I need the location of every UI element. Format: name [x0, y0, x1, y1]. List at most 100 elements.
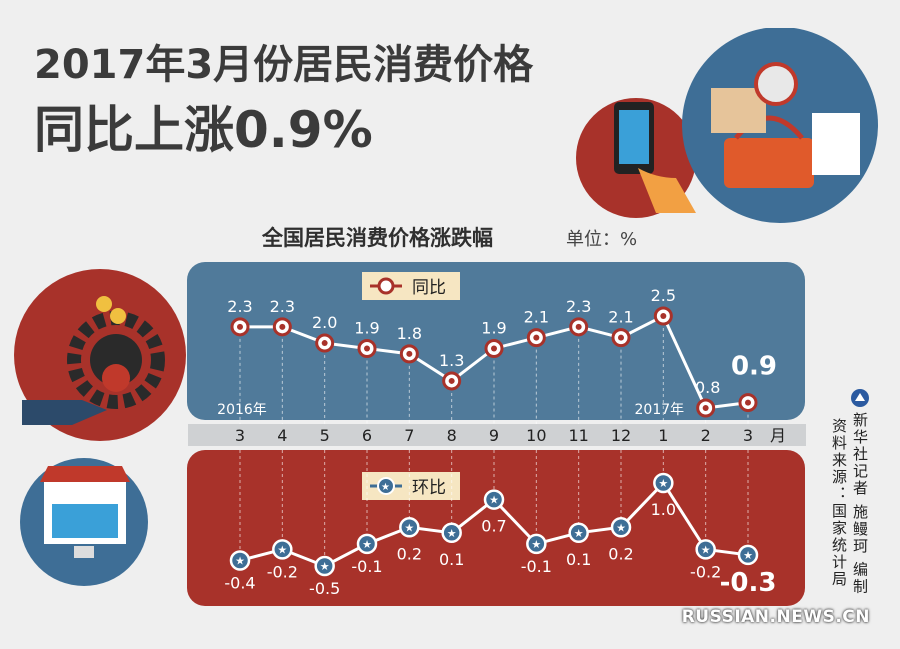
mom-point-star-icon: ★: [616, 521, 626, 534]
month-tick-label: 1: [658, 426, 668, 445]
side-illustrations: [14, 269, 186, 586]
bag-icon: [812, 113, 860, 175]
yoy-value-label: 1.8: [397, 324, 422, 343]
yoy-value-label: 2.1: [608, 308, 633, 327]
yoy-value-label: 0.9: [731, 352, 777, 382]
shopping-illustration: [576, 28, 878, 223]
month-tick-label: 9: [489, 426, 499, 445]
unit-label: 单位：%: [566, 229, 638, 250]
month-axis: [188, 424, 806, 446]
box-icon: [711, 88, 766, 133]
month-tick-label: 3: [743, 426, 753, 445]
basket-icon: [724, 138, 814, 188]
month-tick-label: 5: [320, 426, 330, 445]
mom-point: [229, 550, 251, 571]
mom-point-star-icon: ★: [404, 521, 414, 534]
mom-point-star-icon: ★: [574, 527, 584, 540]
mom-point: [399, 517, 420, 538]
yoy-value-label: 2.3: [227, 297, 252, 316]
mom-value-label: 0.2: [608, 544, 633, 563]
mom-point-star-icon: ★: [489, 494, 499, 507]
legend-yoy-label: 同比: [412, 278, 446, 298]
yoy-point-core: [660, 313, 667, 319]
svg-text:★: ★: [381, 482, 390, 493]
headline-line1: 2017年3月份居民消费价格: [34, 42, 534, 88]
month-unit-label: 月: [770, 426, 786, 445]
yoy-point-core: [321, 340, 328, 347]
headline-line2: 同比上涨0.9%: [34, 101, 373, 159]
yoy-point-core: [575, 323, 582, 330]
mom-point: [441, 522, 462, 544]
yoy-point-core: [745, 399, 751, 406]
mom-value-label: 0.1: [566, 550, 591, 569]
mom-point: [653, 472, 674, 494]
mom-point: [610, 517, 632, 538]
legend-mom-marker: [377, 477, 395, 495]
yoy-year-label: 2017年: [635, 402, 685, 418]
wallet-icon: [754, 62, 798, 106]
mom-point: [483, 489, 505, 510]
legend-mom-label: 环比: [412, 478, 446, 498]
yoy-point-core: [448, 377, 455, 384]
mom-point-star-icon: ★: [277, 543, 287, 556]
mom-point: [314, 555, 335, 577]
month-tick-label: 6: [362, 426, 372, 445]
mom-value-label: -0.1: [351, 557, 382, 576]
hand-icon: [22, 400, 107, 425]
mom-value-label: 0.7: [481, 517, 506, 536]
mom-point-star-icon: ★: [235, 554, 245, 567]
month-tick-label: 3: [235, 426, 245, 445]
credit-source: 资料来源：国家统计局: [830, 418, 848, 588]
mom-point-star-icon: ★: [531, 538, 541, 551]
chart-title: 全国居民消费价格涨跌幅: [262, 226, 493, 250]
mom-value-label: -0.3: [720, 568, 777, 598]
mom-point: [695, 539, 716, 560]
xinhua-logo-icon: [850, 388, 870, 412]
credit-agency: 新华社记者 施鳗珂 编制: [851, 412, 869, 596]
mom-value-label: -0.5: [309, 579, 340, 598]
mom-value-label: 0.2: [397, 544, 422, 563]
mom-value-label: -0.2: [267, 562, 298, 581]
mom-point: [272, 539, 293, 560]
mom-value-label: -0.4: [224, 573, 255, 592]
mom-value-label: 1.0: [651, 500, 676, 519]
mom-point: [526, 533, 547, 555]
yoy-value-label: 2.3: [566, 297, 591, 316]
yoy-value-label: 1.9: [481, 318, 506, 337]
awning-icon: [40, 466, 130, 482]
coin-icon: [96, 296, 112, 312]
legend-yoy: 同比: [362, 272, 460, 300]
mom-value-label: 0.1: [439, 550, 464, 569]
yoy-value-label: 2.5: [651, 286, 676, 305]
mom-panel: [187, 450, 805, 606]
yoy-point-core: [237, 323, 243, 330]
yoy-point-core: [702, 405, 709, 411]
month-tick-label: 4: [277, 426, 287, 445]
hand-icon: [638, 168, 696, 213]
mom-point-star-icon: ★: [362, 538, 372, 551]
mom-point-star-icon: ★: [701, 543, 711, 556]
month-tick-label: 8: [447, 426, 457, 445]
month-tick-label: 2: [701, 426, 711, 445]
yoy-value-label: 2.0: [312, 313, 337, 332]
mom-point-star-icon: ★: [320, 560, 330, 573]
yoy-year-label: 2016年: [217, 402, 267, 418]
yoy-point-core: [279, 323, 286, 330]
mom-point-star-icon: ★: [743, 549, 753, 562]
yoy-value-label: 2.3: [270, 297, 295, 316]
mom-value-label: -0.1: [521, 557, 552, 576]
yoy-point-core: [618, 334, 624, 341]
yoy-value-label: 1.9: [354, 318, 379, 337]
yoy-value-label: 0.8: [695, 378, 720, 397]
purse-icon: [102, 364, 130, 392]
yoy-point-core: [533, 334, 540, 341]
mom-point: [568, 522, 589, 544]
yoy-value-label: 1.3: [439, 351, 464, 370]
month-tick-label: 7: [404, 426, 414, 445]
yoy-point-core: [406, 350, 413, 357]
mom-value-label: -0.2: [690, 562, 721, 581]
month-tick-label: 11: [568, 426, 588, 445]
mom-point: [737, 544, 759, 566]
legend-yoy-marker: [377, 277, 395, 295]
